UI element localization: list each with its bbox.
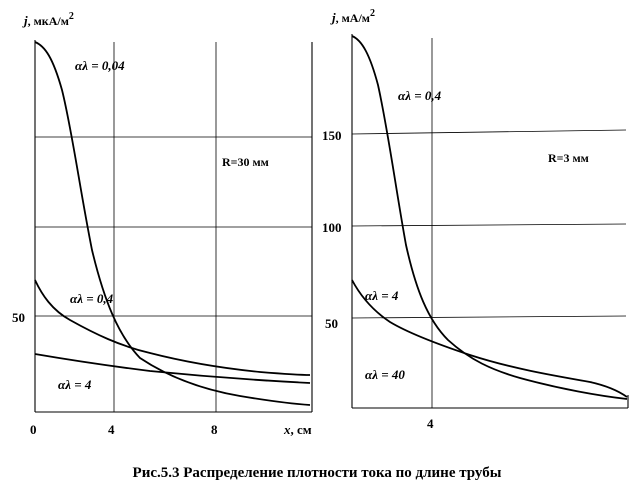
right-x-tick-4: 4 bbox=[427, 416, 434, 431]
left-curve-alpha-4 bbox=[34, 353, 311, 384]
left-ylabel-sup: 2 bbox=[69, 11, 74, 22]
right-y-tick-100: 100 bbox=[322, 220, 342, 235]
right-y-tick-50: 50 bbox=[325, 316, 338, 331]
left-y-axis-label: j, мкА/м2 bbox=[22, 11, 74, 28]
figure-caption: Рис.5.3 Распределение плотности тока по … bbox=[133, 465, 502, 481]
right-chart: j, мА/м2 150 100 50 4 αλ = 0,4 R=3 мм αλ… bbox=[322, 8, 629, 431]
left-x-axis-label: x, см bbox=[283, 422, 312, 437]
left-x-tick-8: 8 bbox=[211, 422, 218, 437]
left-label-alpha-0.04: αλ = 0,04 bbox=[75, 58, 125, 73]
right-gridline-h bbox=[351, 315, 627, 319]
right-y-axis-label: j, мА/м2 bbox=[330, 8, 375, 25]
left-curve-alpha-0.4 bbox=[34, 279, 311, 376]
left-x-tick-4: 4 bbox=[108, 422, 115, 437]
right-label-alpha-0.4: αλ = 0,4 bbox=[398, 88, 442, 103]
right-curve-alpha-4 bbox=[351, 279, 628, 398]
left-chart: j, мкА/м2 0 4 8 50 x, см αλ = 0,04 R=30 … bbox=[12, 11, 313, 437]
left-ylabel-j: j bbox=[22, 13, 28, 28]
right-curve-alpha-0.4 bbox=[351, 35, 628, 400]
left-y-tick-50: 50 bbox=[12, 310, 25, 325]
right-label-R3: R=3 мм bbox=[548, 151, 589, 165]
left-label-alpha-0.4: αλ = 0,4 bbox=[70, 291, 114, 306]
right-ylabel-unit: , мА/м bbox=[336, 11, 370, 25]
left-label-R30: R=30 мм bbox=[222, 155, 269, 169]
left-ylabel-unit: , мкА/м bbox=[28, 14, 69, 28]
right-gridline-h bbox=[351, 223, 627, 227]
left-label-alpha-4: αλ = 4 bbox=[58, 377, 92, 392]
right-gridline-h bbox=[351, 129, 627, 135]
right-ylabel-j: j bbox=[330, 10, 336, 25]
xlabel-unit: , см bbox=[291, 422, 312, 437]
left-curve-alpha-0.04 bbox=[34, 41, 311, 406]
right-label-alpha-40: αλ = 40 bbox=[365, 367, 405, 382]
left-x-tick-0: 0 bbox=[30, 422, 37, 437]
right-label-alpha-4: αλ = 4 bbox=[365, 288, 399, 303]
right-y-tick-150: 150 bbox=[322, 128, 342, 143]
right-ylabel-sup: 2 bbox=[370, 8, 375, 19]
xlabel-x: x bbox=[283, 422, 291, 437]
